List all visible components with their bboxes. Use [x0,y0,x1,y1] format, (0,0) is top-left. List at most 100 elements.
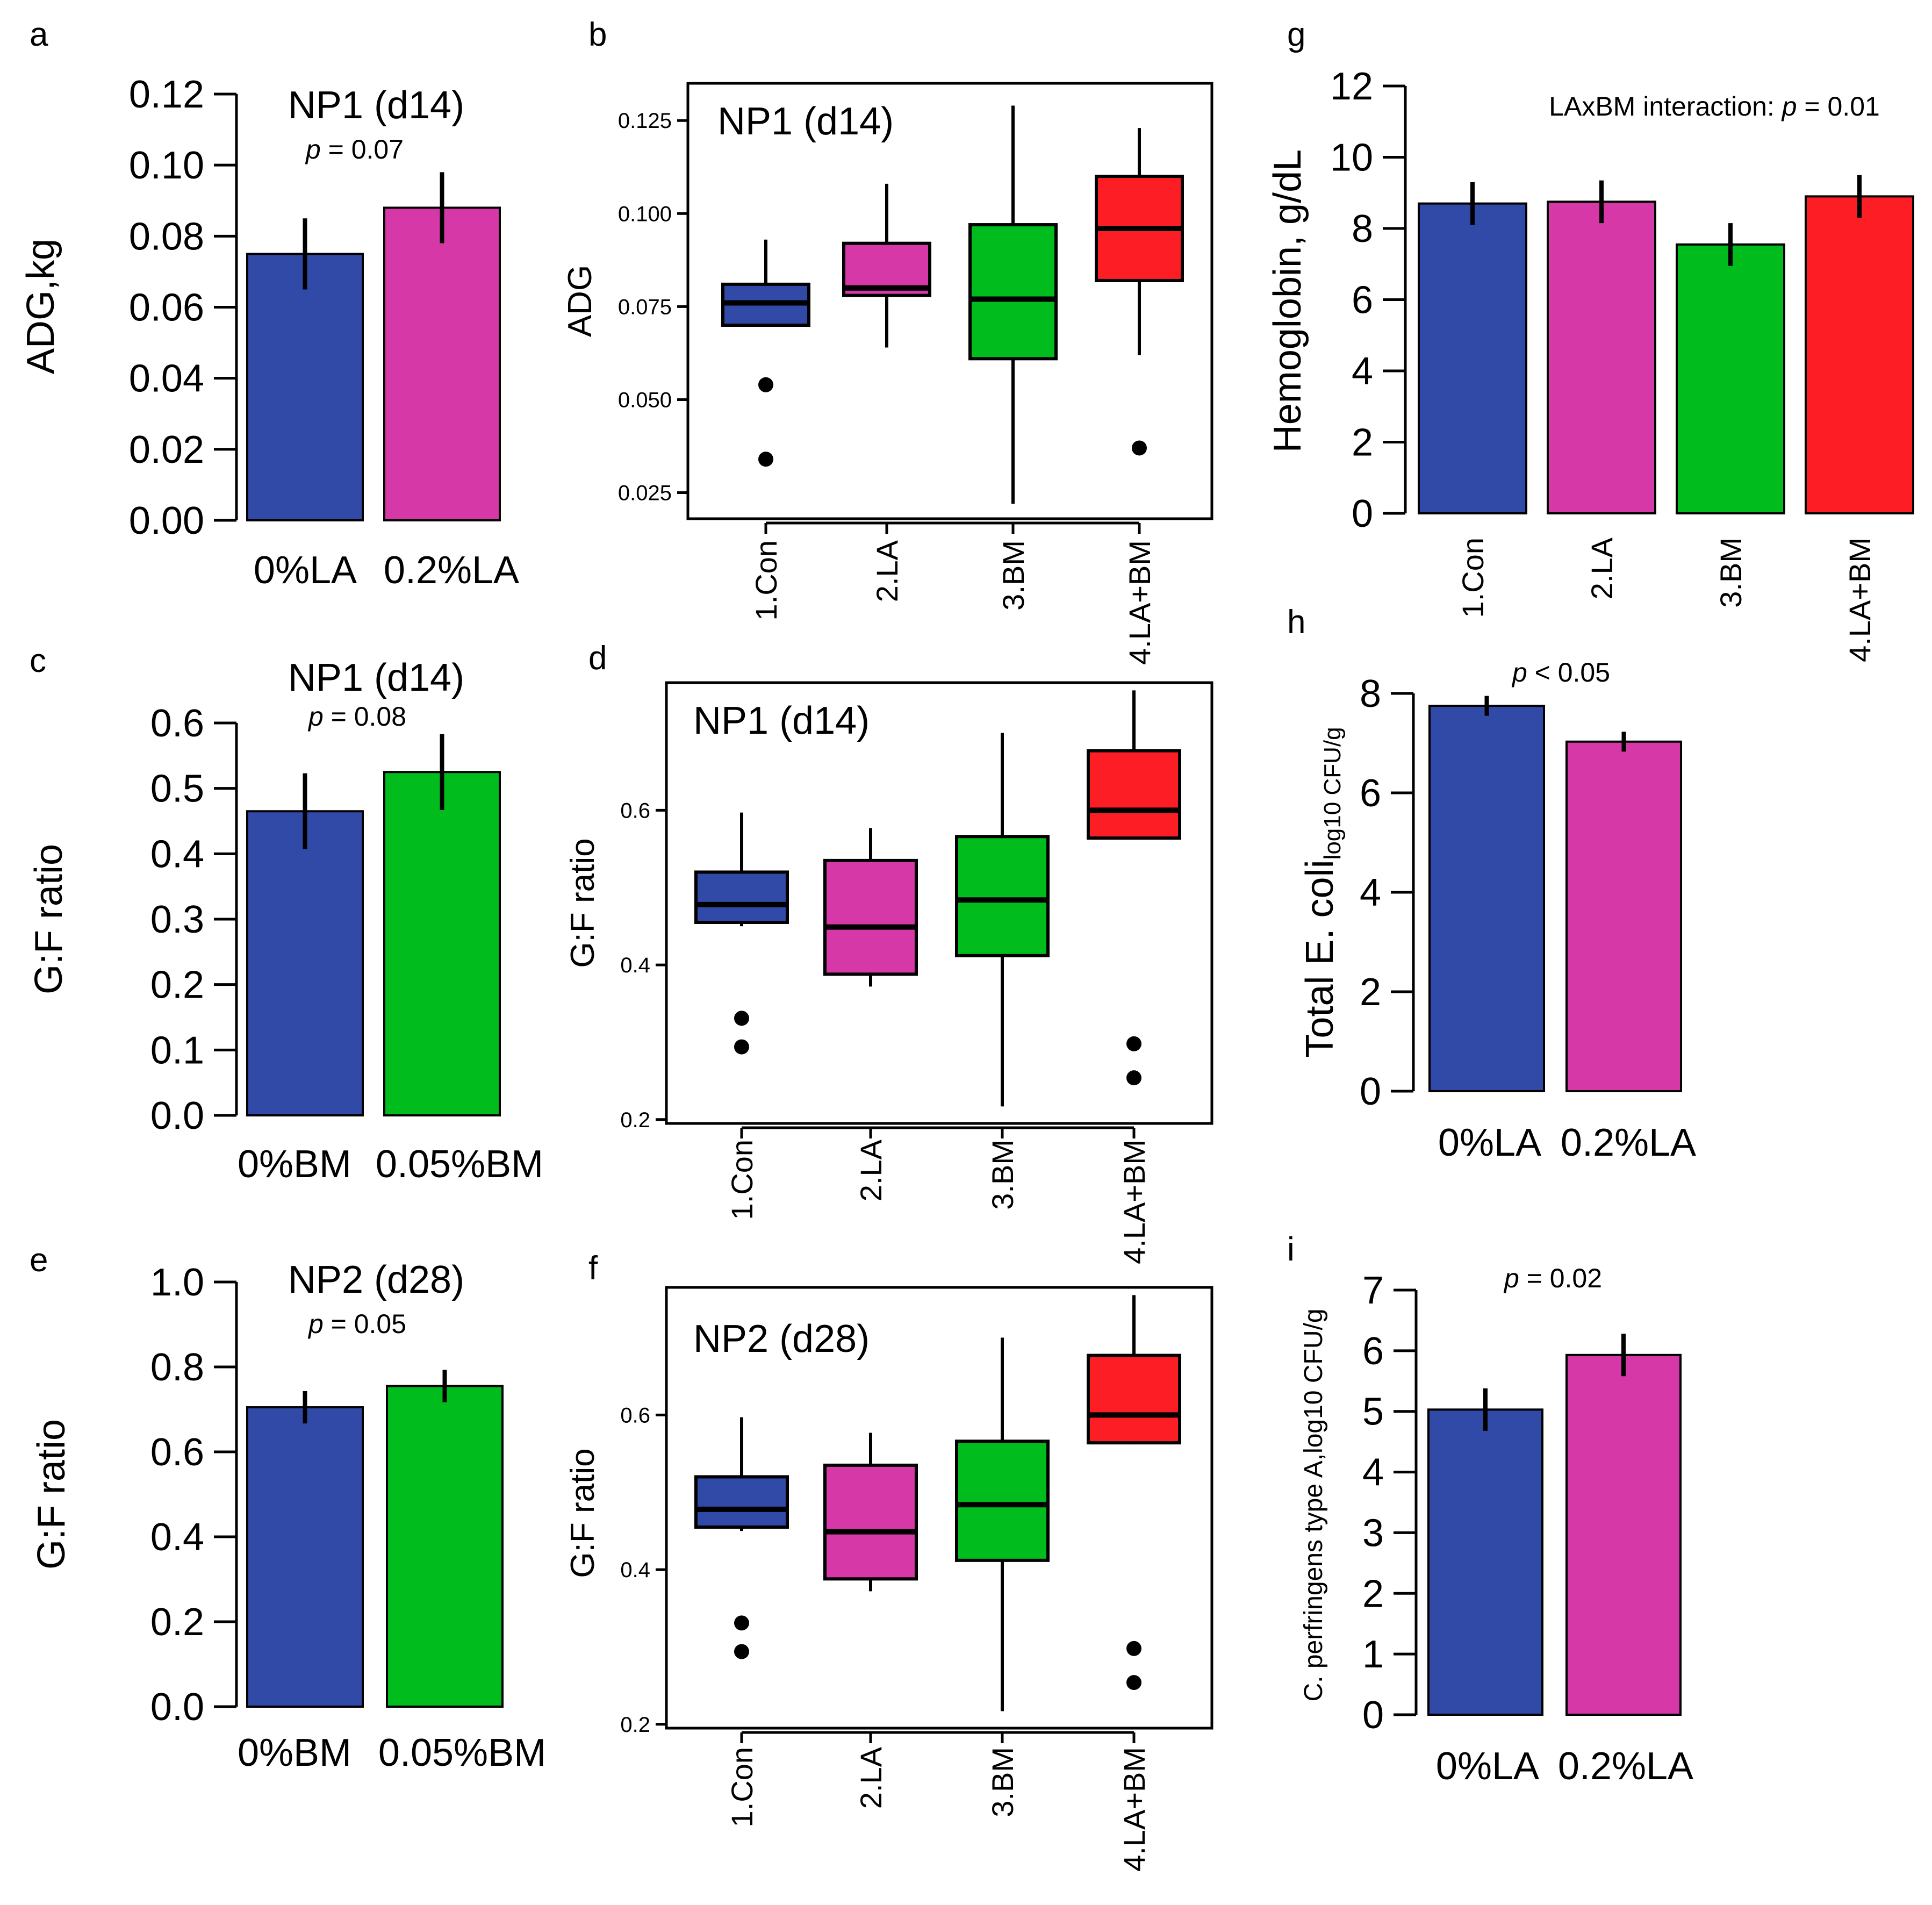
box-4.LA+BM [1087,1353,1181,1445]
box-4.LA+BM [1087,749,1181,840]
panel-b: b 0.025 0.050 0.075 0.100 0.125 1.Con 2.LA 3.BM 4… [562,16,1213,665]
panel-label: e [30,1242,48,1279]
y-axis-label-main: G:F ratio [30,1419,73,1570]
y-tick-label: 0.02 [129,428,204,471]
y-tick-label: 5 [1362,1391,1384,1434]
p-value: < 0.05 [1527,657,1610,687]
p-value-annotation: p = 0.05 [307,1309,406,1339]
y-axis-label: G:F ratio [30,1419,73,1570]
outlier-point [734,1615,749,1631]
y-tick-label: 10 [1330,137,1373,180]
outlier-point [734,1644,749,1659]
panel-a: a 0.00 0.02 0.04 0.06 0.08 0.10 0.12 0%LA 0.2%LA N… [19,16,519,592]
category-label: 3.BM [986,1747,1019,1817]
y-tick-label: 0.4 [620,1558,650,1582]
y-axis-label-main: G:F ratio [27,844,70,994]
bar-1.Con [1418,202,1527,514]
category-label: 0.2%LA [384,549,519,592]
y-tick-label: 0.04 [129,357,204,400]
box-3.BM [968,223,1058,361]
y-axis-label-main: Total E. coli [1298,860,1341,1057]
category-label: 0.05%BM [376,1143,543,1186]
y-tick-label: 2 [1360,971,1381,1014]
p-value: = 0.02 [1519,1263,1602,1293]
bar-0%LA [1427,1408,1543,1716]
p-symbol: p [1511,657,1527,687]
panel-i: i 0 1 2 3 4 5 6 7 0%LA 0.2%LA p = 0.02 C. perfringen… [1287,1231,1693,1788]
panel-label: f [588,1250,598,1287]
y-tick-label: 6 [1360,772,1381,815]
category-label: 2.LA [854,1139,888,1201]
y-tick-label: 0.075 [618,295,672,319]
y-tick-label: 0.6 [620,799,650,822]
category-label: 2.LA [870,540,904,602]
y-tick-label: 12 [1330,65,1373,108]
chart-title: NP1 (d14) [288,656,464,699]
category-label: 3.BM [996,540,1030,611]
y-tick-label: 0.2 [620,1713,650,1737]
y-axis-label: Total E. colilog10 CFU/g [1298,727,1346,1057]
p-value-annotation: LAxBM interaction: p = 0.01 [1549,91,1880,121]
y-tick-label: 0.4 [150,833,204,876]
bar-0%BM [246,810,364,1116]
chart-title: NP2 (d28) [693,1317,870,1360]
y-tick-label: 0.6 [620,1403,650,1427]
y-axis-label: G:F ratio [564,1448,601,1578]
panel-f: f 0.2 0.4 0.6 1.Con 2.LA 3.BM 4.LA+BM NP2 (d28) G… [564,1250,1213,1872]
bar-3.BM [1676,243,1785,514]
y-tick-label: 2 [1362,1572,1384,1615]
plot-frame [665,1286,1213,1730]
y-tick-label: 0.3 [150,898,204,941]
plot-frame [665,681,1213,1125]
panel-label: d [588,640,607,677]
y-tick-label: 0.06 [129,287,204,330]
p-value-annotation: p = 0.07 [305,134,404,164]
box-3.BM [955,835,1050,957]
y-tick-label: 0.2 [150,1601,204,1644]
chart-title: NP1 (d14) [693,699,870,742]
category-label: 0%BM [238,1731,351,1774]
y-tick-label: 7 [1362,1269,1384,1312]
y-tick-label: 0.0 [150,1094,204,1137]
panel-label: c [30,642,46,679]
bar-0.05%BM [386,1385,504,1708]
outlier-point [734,1039,749,1055]
y-tick-label: 2 [1352,421,1373,464]
y-axis-label-main: Hemoglobin, g/dL [1266,149,1309,453]
category-label: 4.LA+BM [1117,1140,1151,1264]
bar-0.05%BM [383,771,501,1116]
y-tick-label: 4 [1352,350,1373,393]
y-tick-label: 0.0 [150,1686,204,1729]
chart-title: NP2 (d28) [288,1258,464,1301]
outlier-point [1126,1036,1141,1051]
p-symbol: p [1503,1263,1519,1293]
panel-label: h [1287,604,1305,641]
category-label: 0.2%LA [1558,1745,1693,1788]
y-tick-label: 0.6 [150,702,204,745]
outlier-point [734,1011,749,1026]
y-tick-label: 4 [1362,1451,1384,1494]
p-value: = 0.08 [324,701,406,732]
outlier-point [1126,1675,1141,1691]
panel-e: e 0.0 0.2 0.4 0.6 0.8 1.0 0%BM 0.05%BM NP2 (d28) p… [30,1242,546,1774]
bar-0%LA [246,253,364,521]
y-tick-label: 0.125 [618,109,672,133]
y-tick-label: 0.100 [618,202,672,226]
category-label: 1.Con [725,1747,759,1827]
box-3.BM [955,1440,1050,1562]
p-symbol: p [307,1309,324,1339]
bar-0.2%LA [383,206,501,521]
y-axis-label-subscript: log10 CFU/g [1319,727,1346,860]
category-label: 2.LA [854,1746,888,1809]
p-value-annotation: p = 0.02 [1503,1263,1602,1293]
y-tick-label: 1.0 [150,1261,204,1304]
y-axis-label: Hemoglobin, g/dL [1266,149,1309,453]
y-tick-label: 6 [1352,279,1373,322]
panel-label: g [1287,16,1305,53]
outlier-point [1126,1641,1141,1656]
box-1.Con [694,870,789,924]
p-symbol: p [307,701,324,732]
y-tick-label: 0.08 [129,215,204,258]
outlier-point [1126,1070,1141,1086]
panel-d: d 0.2 0.4 0.6 1.Con 2.LA 3.BM 4.LA+BM NP1 (d14) G… [564,640,1213,1264]
